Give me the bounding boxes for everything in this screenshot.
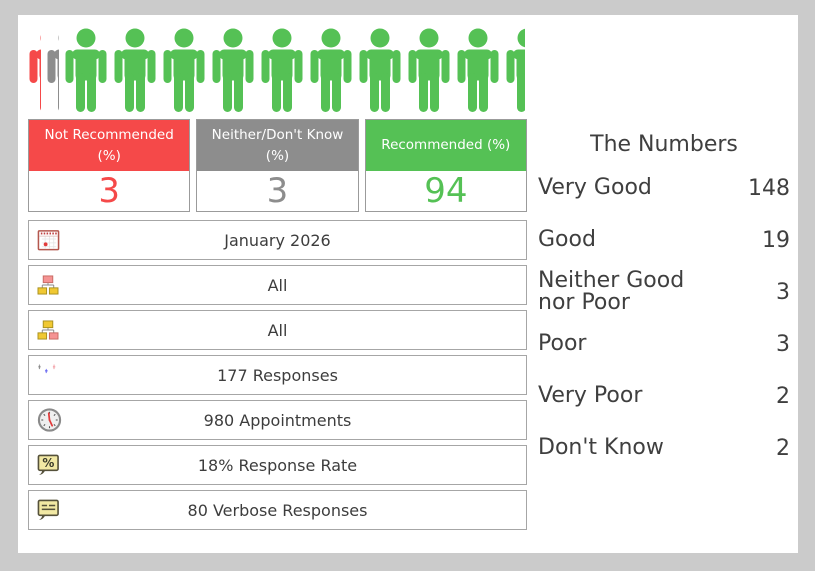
list-item-dont-know: Don't Know 2 [538,422,790,474]
person-icon-recommended [211,28,255,112]
not-recommended-value: 3 [98,171,120,211]
recommended-label: Recommended (%) [365,120,526,171]
list-item-very-good: Very Good 148 [538,162,790,214]
clock-icon [37,408,62,433]
responses-value: 177 Responses [217,365,338,385]
rating-label: Very Good [538,175,652,200]
comment-icon [37,499,60,521]
rating-label: Neither Good nor Poor [538,268,685,315]
neither-value: 3 [266,171,289,211]
rating-count: 2 [776,383,790,409]
response-rate-row[interactable]: % 18% Response Rate [28,445,527,485]
score-boxes: Not Recommended (%) 3 Neither/Don't Know… [28,119,527,212]
rating-count: 148 [748,175,790,201]
not-recommended-label: Not Recommended (%) [29,120,190,171]
organisation-value: All [267,275,288,295]
appointments-value: 980 Appointments [203,410,352,430]
summary-column: Not Recommended (%) 3 Neither/Don't Know… [28,28,527,535]
person-icon-recommended [309,28,353,112]
person-icon-neither [46,28,59,112]
person-icon-recommended [260,28,304,112]
recommended-value: 94 [424,171,468,211]
recommendation-pictogram [28,28,527,112]
numbers-panel: The Numbers Very Good 148 Good 19 Neithe… [538,15,790,474]
appointments-row[interactable]: 980 Appointments [28,400,527,440]
rating-label: Poor [538,331,587,356]
list-item-good: Good 19 [538,214,790,266]
verbose-responses-row[interactable]: 80 Verbose Responses [28,490,527,530]
list-item-poor: Poor 3 [538,318,790,370]
person-icon-recommended [358,28,402,112]
neither-box: Neither/Don't Know (%) 3 [196,119,359,212]
month-selector-row[interactable]: January 2026 [28,220,527,260]
person-icon-recommended [407,28,451,112]
rating-count: 2 [776,435,790,461]
rating-count: 3 [776,279,790,305]
not-recommended-box: Not Recommended (%) 3 [28,119,191,212]
svg-text:%: % [42,456,54,470]
verbose-responses-value: 80 Verbose Responses [187,500,368,520]
person-icon-recommended [456,28,500,112]
person-icon-recommended [64,28,108,112]
person-icon-recommended [113,28,157,112]
org-chart-icon [37,275,59,295]
recommended-box: Recommended (%) 94 [364,119,527,212]
rating-label: Good [538,227,596,252]
list-item-neither: Neither Good nor Poor 3 [538,266,790,318]
calendar-icon [37,229,60,252]
team-filter-row[interactable]: All [28,310,527,350]
person-icon-not-recommended [28,28,41,112]
person-icon-recommended [162,28,206,112]
people-icon [37,364,61,387]
neither-label: Neither/Don't Know (%) [197,120,358,171]
month-value: January 2026 [224,230,331,250]
rating-label: Very Poor [538,383,643,408]
team-value: All [267,320,288,340]
org-chart-alt-icon [37,320,59,340]
numbers-panel-title: The Numbers [590,132,738,157]
rating-count: 3 [776,331,790,357]
rating-count: 19 [762,227,790,253]
list-item-very-poor: Very Poor 2 [538,370,790,422]
dashboard-panel: Not Recommended (%) 3 Neither/Don't Know… [18,15,798,553]
person-icon-recommended-partial [505,28,525,112]
numbers-list: Very Good 148 Good 19 Neither Good nor P… [538,162,790,474]
rating-label: Don't Know [538,435,664,460]
response-rate-value: 18% Response Rate [197,455,358,475]
responses-row[interactable]: 177 Responses [28,355,527,395]
organisation-filter-row[interactable]: All [28,265,527,305]
percent-bubble-icon: % [37,454,60,476]
info-rows: January 2026 All [28,220,527,530]
